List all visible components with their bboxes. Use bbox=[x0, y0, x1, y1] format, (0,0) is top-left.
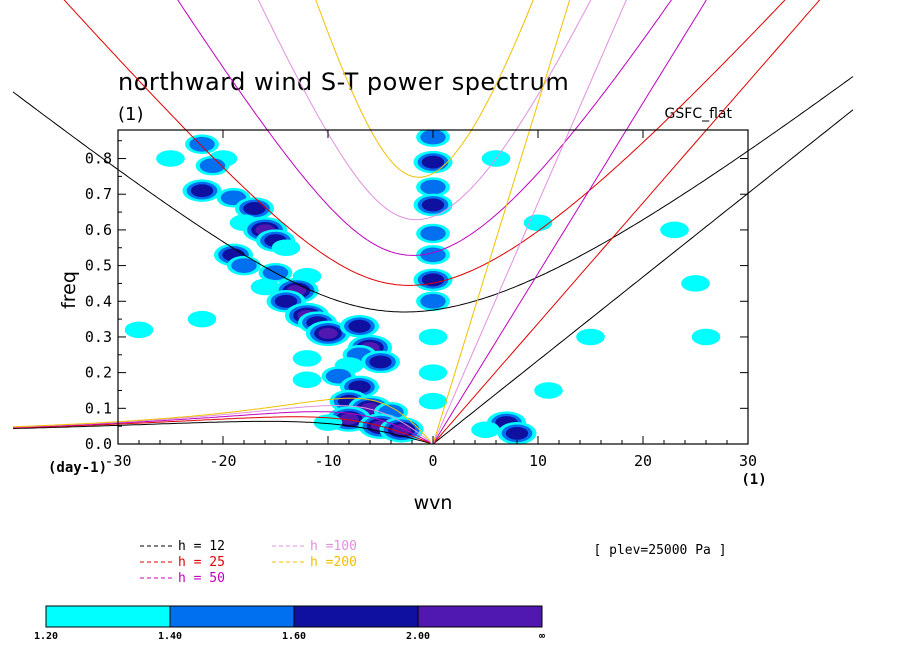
colorbar-swatch bbox=[45, 605, 171, 628]
y-tick-label: 0.2 bbox=[85, 364, 112, 382]
power-blob bbox=[292, 350, 322, 367]
power-blob bbox=[421, 155, 445, 169]
x-tick-label: 30 bbox=[739, 452, 757, 470]
colorbar-swatch bbox=[417, 605, 543, 628]
power-blob bbox=[190, 184, 214, 198]
y-axis: 0.0 0.1 0.2 0.3 0.4 0.5 0.6 0.7 0.8 bbox=[85, 140, 748, 453]
x-tick-label: -20 bbox=[209, 452, 236, 470]
power-blob bbox=[199, 158, 226, 174]
kelvin-curve bbox=[432, 0, 627, 444]
power-blob bbox=[471, 421, 500, 438]
power-blob bbox=[189, 136, 215, 152]
power-blob bbox=[274, 294, 298, 308]
power-blob bbox=[348, 380, 371, 394]
power-blob bbox=[348, 319, 371, 333]
y-tick-label: 0.8 bbox=[85, 150, 112, 168]
power-blob bbox=[420, 179, 446, 195]
y-units-label: (day-1) bbox=[48, 460, 107, 476]
inertia-gravity-curve bbox=[177, 0, 672, 256]
colorbar: 1.20 1.40 1.60 2.00 ∞ bbox=[34, 605, 545, 642]
y-tick-label: 0.6 bbox=[85, 221, 112, 239]
y-tick-label: 0.3 bbox=[85, 328, 112, 346]
power-blob bbox=[421, 273, 445, 287]
y-axis-label: freq bbox=[58, 271, 80, 309]
power-blob bbox=[576, 328, 605, 346]
colorbar-swatch bbox=[169, 605, 295, 628]
colorbar-swatch bbox=[293, 605, 419, 628]
y-tick-label: 0.4 bbox=[85, 292, 112, 310]
power-blob bbox=[421, 198, 445, 212]
plev-label: [ plev=25000 Pa ] bbox=[593, 543, 726, 558]
chart-subtitle-units: (1) bbox=[118, 104, 144, 125]
power-blob bbox=[318, 327, 338, 339]
power-blob bbox=[681, 275, 710, 292]
legend-label: h =100 bbox=[310, 539, 357, 554]
power-blob bbox=[505, 426, 529, 440]
power-blob bbox=[420, 226, 446, 241]
power-blob bbox=[243, 202, 266, 215]
dispersion-curves bbox=[12, 0, 854, 444]
x-tick-label: -10 bbox=[314, 452, 341, 470]
x-tick-label: 20 bbox=[634, 452, 652, 470]
kelvin-curve bbox=[432, 109, 854, 444]
legend-label: h =200 bbox=[310, 555, 357, 570]
power-blob bbox=[187, 310, 217, 328]
legend-label: h = 25 bbox=[178, 555, 225, 570]
power-blob bbox=[418, 364, 448, 381]
legend-label: h = 12 bbox=[178, 539, 225, 554]
kelvin-curve bbox=[432, 0, 571, 444]
power-blob bbox=[369, 355, 392, 369]
x-tick-label: 10 bbox=[529, 452, 547, 470]
power-blob bbox=[250, 278, 280, 296]
power-blob bbox=[523, 214, 553, 232]
rossby-curve bbox=[12, 397, 431, 442]
colorbar-level-label: 1.20 bbox=[34, 631, 58, 642]
inertia-gravity-curve bbox=[63, 0, 786, 286]
x-tick-label: 0 bbox=[428, 452, 437, 470]
y-tick-label: 0.5 bbox=[85, 257, 112, 275]
power-blob bbox=[660, 221, 689, 239]
power-blob bbox=[271, 239, 301, 256]
inertia-gravity-curve bbox=[12, 76, 854, 313]
y-tick-label: 0.1 bbox=[85, 399, 112, 417]
legend-label: h = 50 bbox=[178, 571, 225, 586]
colorbar-level-label: 1.40 bbox=[158, 631, 182, 642]
x-axis-label: wvn bbox=[414, 492, 453, 514]
kelvin-curve bbox=[432, 0, 821, 444]
power-blob bbox=[420, 293, 446, 309]
rossby-curve bbox=[12, 411, 431, 444]
rossby-curve bbox=[12, 420, 431, 444]
x-tick-label: -30 bbox=[104, 452, 131, 470]
power-blob bbox=[156, 150, 185, 167]
x-axis: -30 -20 -10 0 10 20 30 bbox=[104, 130, 757, 470]
power-blob bbox=[231, 258, 257, 273]
rossby-curve bbox=[12, 416, 431, 444]
y-tick-label: 0.0 bbox=[85, 435, 112, 453]
chart-title: northward wind S-T power spectrum bbox=[118, 68, 569, 96]
power-blob bbox=[124, 321, 154, 339]
power-blob bbox=[418, 392, 448, 410]
x-units-label: (1) bbox=[741, 472, 766, 488]
inertia-gravity-curve bbox=[315, 0, 534, 178]
dataset-label: GSFC_flat bbox=[665, 106, 733, 122]
y-tick-label: 0.7 bbox=[85, 185, 112, 203]
power-blob bbox=[339, 413, 359, 425]
colorbar-level-label: 1.60 bbox=[282, 631, 306, 642]
power-blob bbox=[691, 328, 721, 346]
power-blob bbox=[534, 382, 563, 399]
power-blob bbox=[292, 371, 322, 389]
colorbar-level-label: ∞ bbox=[539, 631, 545, 642]
colorbar-level-label: 2.00 bbox=[406, 631, 430, 642]
power-blob bbox=[418, 328, 448, 346]
inertia-gravity-curve bbox=[257, 0, 592, 221]
kelvin-curve bbox=[432, 0, 707, 444]
power-blob bbox=[391, 424, 412, 436]
